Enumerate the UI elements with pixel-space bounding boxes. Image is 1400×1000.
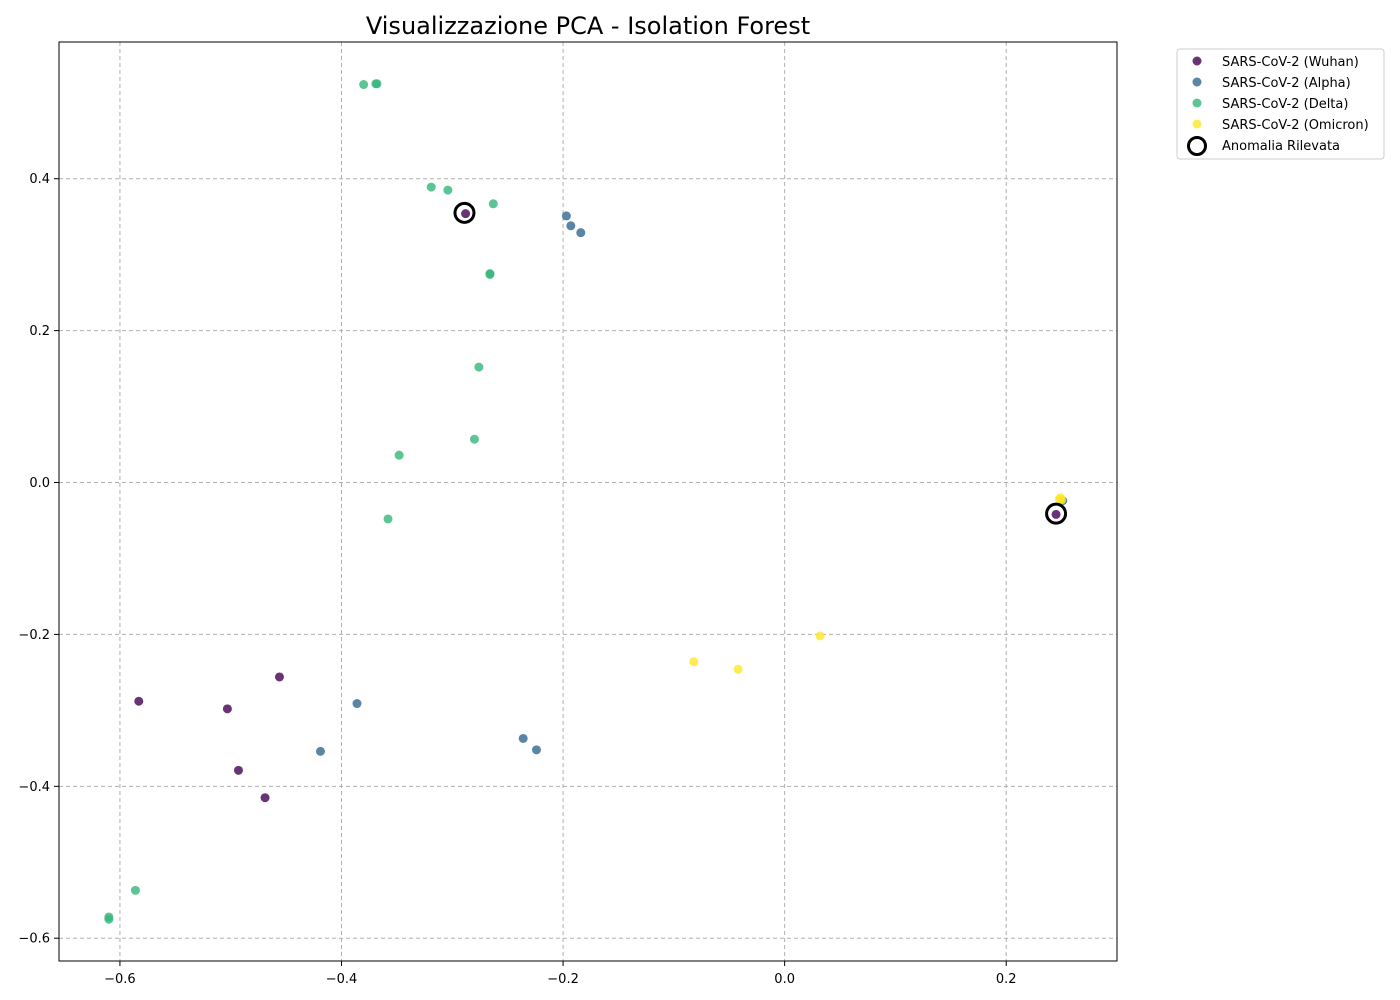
scatter-point-series-1: [576, 228, 586, 238]
scatter-point-series-3: [1054, 494, 1064, 504]
x-tick-label: −0.2: [547, 972, 579, 987]
scatter-point-series-0: [461, 209, 471, 219]
scatter-point-series-3: [733, 664, 743, 674]
legend-marker: [1192, 56, 1202, 66]
scatter-point-series-1: [566, 221, 576, 231]
scatter-point-series-1: [352, 699, 362, 709]
scatter-point-series-2: [443, 185, 453, 195]
scatter-point-series-2: [383, 514, 393, 524]
legend: SARS-CoV-2 (Wuhan) SARS-CoV-2 (Alpha) SARS…: [1176, 48, 1385, 160]
legend-marker: [1192, 77, 1202, 87]
y-tick-label: 0.4: [29, 172, 50, 187]
plot-frame: [58, 41, 1118, 962]
scatter-point-series-0: [233, 765, 243, 775]
anomaly-marker: [1045, 502, 1068, 525]
legend-marker: [1192, 119, 1202, 129]
scatter-point-series-2: [394, 450, 404, 460]
x-tick-label: −0.4: [326, 972, 358, 987]
x-tick-label: 0.2: [996, 972, 1017, 987]
scatter-point-series-1: [518, 733, 528, 743]
legend-box: [1176, 48, 1385, 160]
scatter-point-series-2: [104, 912, 114, 922]
legend-label: SARS-CoV-2 (Omicron): [1222, 118, 1369, 133]
legend-label: SARS-CoV-2 (Delta): [1222, 97, 1348, 112]
scatter-point-series-2: [488, 199, 498, 209]
scatter-point-series-0: [222, 704, 232, 714]
grid-lines: [59, 42, 1117, 961]
legend-label: SARS-CoV-2 (Wuhan): [1222, 55, 1359, 70]
y-tick-label: −0.6: [18, 932, 50, 947]
x-tick-label: 0.0: [774, 972, 795, 987]
scatter-point-series-1: [315, 746, 325, 756]
scatter-point-series-2: [469, 434, 479, 444]
scatter-point-series-1: [561, 211, 571, 221]
y-tick-label: 0.2: [29, 324, 50, 339]
scatter-point-series-3: [689, 657, 699, 667]
scatter-point-series-2: [426, 182, 436, 192]
y-tick-label: −0.4: [18, 780, 50, 795]
legend-label: Anomalia Rilevata: [1222, 139, 1340, 154]
scatter-point-series-2: [359, 80, 369, 90]
y-tick-label: −0.2: [18, 628, 50, 643]
legend-marker-anomaly: [1187, 136, 1207, 156]
scatter-point-series-2: [474, 362, 484, 372]
scatter-point-series-2: [372, 79, 382, 89]
chart-title: Visualizzazione PCA - Isolation Forest: [366, 12, 810, 40]
scatter-point-series-2: [485, 269, 495, 279]
scatter-point-series-0: [1051, 509, 1061, 519]
scatter-point-series-2: [130, 885, 140, 895]
y-tick-label: 0.0: [29, 476, 50, 491]
x-tick-label: −0.6: [104, 972, 136, 987]
scatter-point-series-0: [134, 696, 144, 706]
legend-label: SARS-CoV-2 (Alpha): [1222, 76, 1351, 91]
axis-ticks: −0.6 −0.4 −0.2 0.0 0.2 −0.6 −0.4 −0.2 0.0 0.2 0.4: [18, 172, 1016, 987]
data-points: [104, 79, 1068, 924]
scatter-point-series-1: [531, 745, 541, 755]
anomaly-marker: [453, 201, 476, 224]
scatter-point-series-3: [815, 631, 825, 641]
scatter-point-series-0: [260, 793, 270, 803]
legend-marker: [1192, 98, 1202, 108]
scatter-point-series-0: [274, 672, 284, 682]
